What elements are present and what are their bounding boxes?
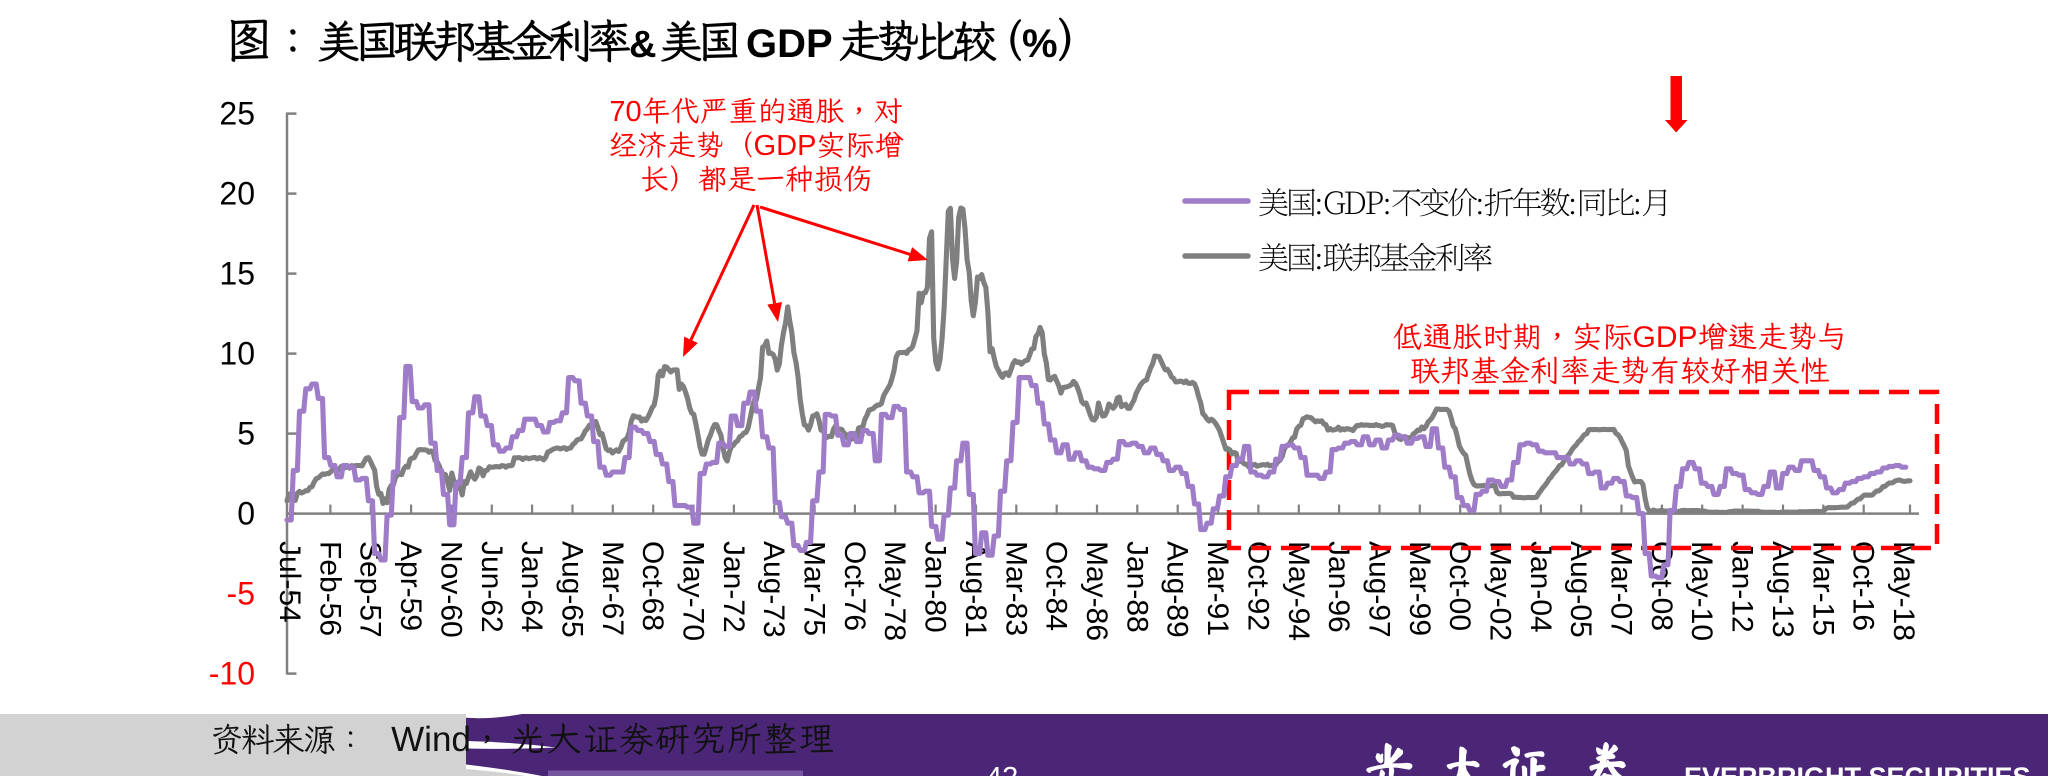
svg-text:Oct-00: Oct-00: [1443, 541, 1476, 631]
svg-text:Feb-56: Feb-56: [313, 541, 346, 636]
svg-text:Mar-15: Mar-15: [1806, 541, 1839, 636]
svg-text:May-86: May-86: [1080, 541, 1113, 641]
svg-text:May-94: May-94: [1282, 541, 1315, 641]
svg-text:EVERBRIGHT SECURITIES: EVERBRIGHT SECURITIES: [1684, 762, 2031, 776]
svg-text:Jul-54: Jul-54: [273, 541, 306, 623]
svg-text:Mar-75: Mar-75: [798, 541, 831, 636]
svg-text:Apr-59: Apr-59: [394, 541, 427, 631]
svg-text:42: 42: [986, 762, 1018, 776]
svg-text:Oct-16: Oct-16: [1847, 541, 1880, 631]
svg-text:May-70: May-70: [677, 541, 710, 641]
svg-text:25: 25: [219, 96, 255, 132]
svg-text:May-02: May-02: [1484, 541, 1517, 641]
svg-text:Jan-96: Jan-96: [1322, 541, 1355, 633]
svg-text:May-78: May-78: [878, 541, 911, 641]
svg-text:Jan-12: Jan-12: [1726, 541, 1759, 633]
svg-text:Mar-99: Mar-99: [1403, 541, 1436, 636]
svg-text:Mar-91: Mar-91: [1201, 541, 1234, 636]
svg-text:Aug-13: Aug-13: [1766, 541, 1799, 638]
svg-text:May-18: May-18: [1887, 541, 1920, 641]
svg-text:-5: -5: [227, 576, 255, 612]
svg-text:Jan-64: Jan-64: [515, 541, 548, 633]
svg-text:Mar-83: Mar-83: [999, 541, 1032, 636]
svg-text:Oct-92: Oct-92: [1241, 541, 1274, 631]
svg-text:Jan-04: Jan-04: [1524, 541, 1557, 633]
svg-text:Jan-80: Jan-80: [919, 541, 952, 633]
svg-text:Oct-76: Oct-76: [838, 541, 871, 631]
svg-text:Mar-67: Mar-67: [596, 541, 629, 636]
svg-text:May-10: May-10: [1685, 541, 1718, 641]
svg-text:0: 0: [237, 496, 255, 532]
svg-text:Aug-73: Aug-73: [757, 541, 790, 638]
svg-text:Jan-88: Jan-88: [1120, 541, 1153, 633]
svg-text:Oct-84: Oct-84: [1040, 541, 1073, 631]
svg-text:5: 5: [237, 416, 255, 452]
svg-text:Aug-05: Aug-05: [1564, 541, 1597, 638]
svg-text:Oct-68: Oct-68: [636, 541, 669, 631]
svg-text:Jun-62: Jun-62: [475, 541, 508, 633]
svg-text:Aug-89: Aug-89: [1161, 541, 1194, 638]
svg-text:Nov-60: Nov-60: [434, 541, 467, 638]
svg-text:Aug-97: Aug-97: [1363, 541, 1396, 638]
svg-text:Aug-65: Aug-65: [556, 541, 589, 638]
svg-text:15: 15: [219, 256, 255, 292]
svg-text:Jan-72: Jan-72: [717, 541, 750, 633]
svg-text:20: 20: [219, 176, 255, 212]
svg-text:Mar-07: Mar-07: [1605, 541, 1638, 636]
svg-text:10: 10: [219, 336, 255, 372]
svg-text:-10: -10: [209, 656, 255, 692]
